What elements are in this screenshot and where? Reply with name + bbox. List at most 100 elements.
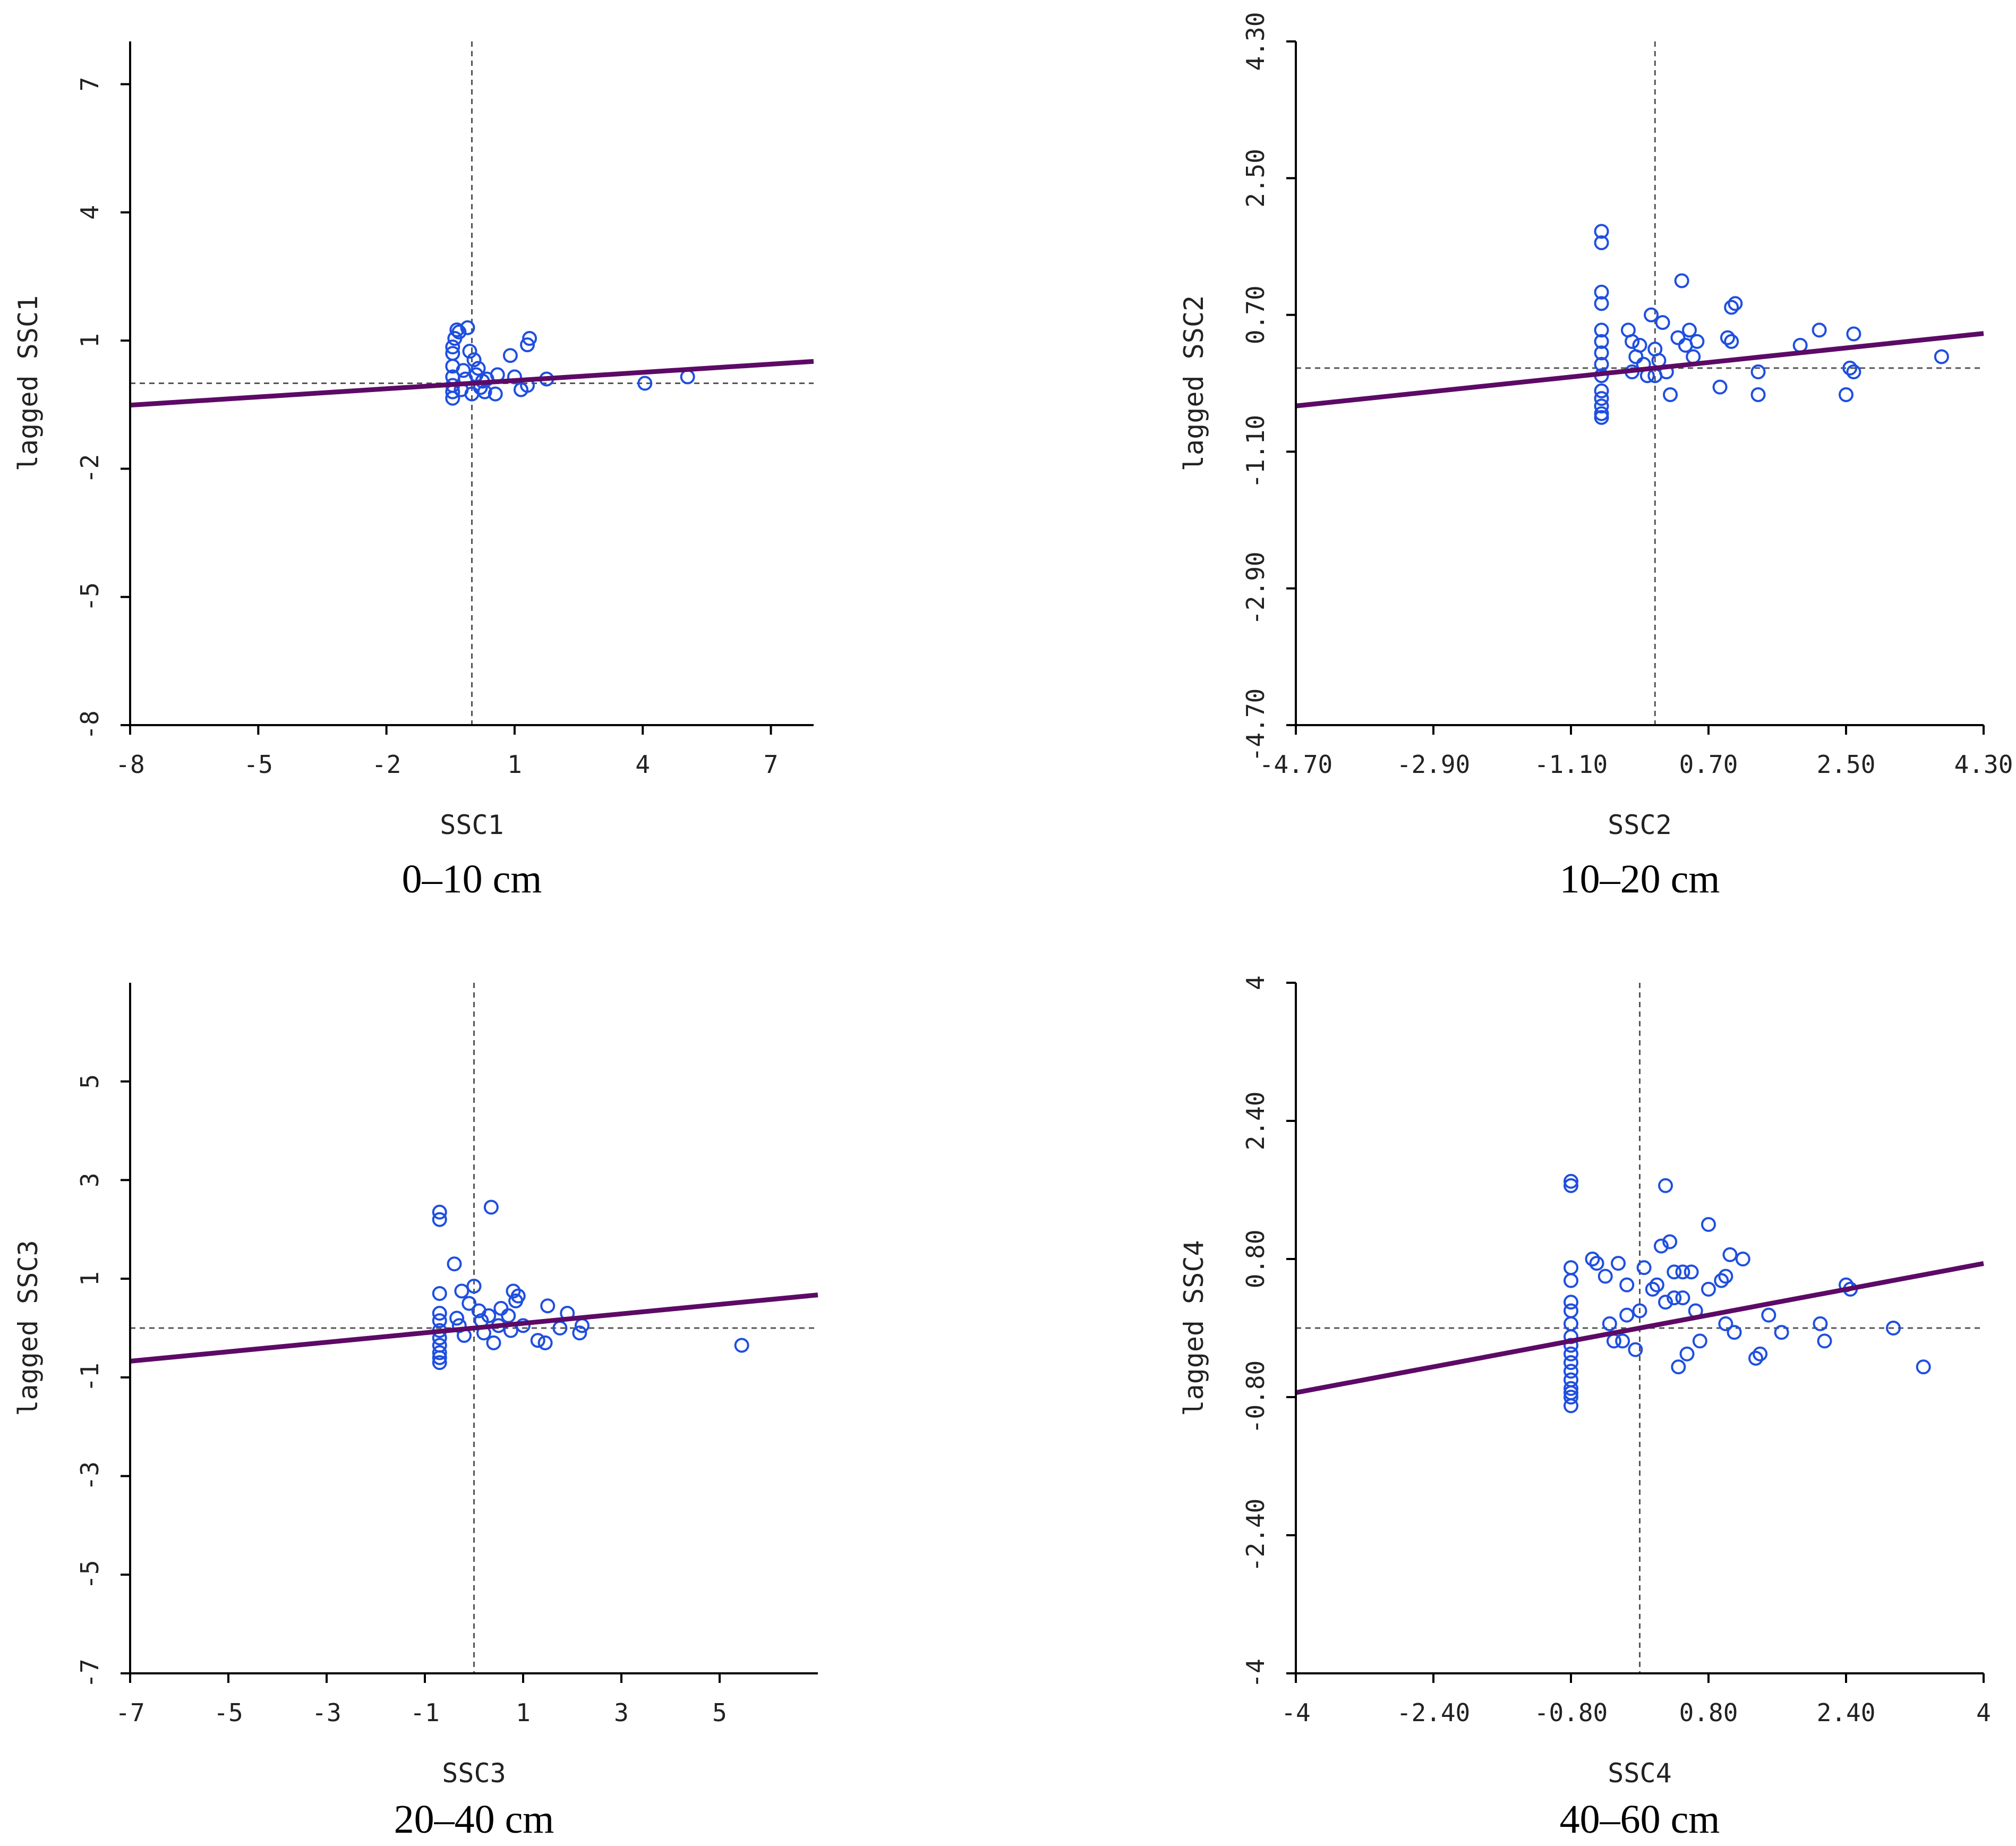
data-point bbox=[1712, 379, 1728, 395]
data-point bbox=[1692, 1333, 1707, 1349]
data-point bbox=[466, 1279, 482, 1294]
y-axis-title: lagged SSC2 bbox=[1178, 295, 1209, 471]
data-point bbox=[1727, 1325, 1742, 1340]
data-point bbox=[1701, 1281, 1716, 1297]
chart-panel-panel-10-20: -4.70 -2.90 -1.10 0.70 2.50 4.30 -4.70 -2.90 -1.… bbox=[1178, 12, 2013, 901]
data-point bbox=[1792, 338, 1808, 353]
y-tick-label: -5 bbox=[75, 1560, 104, 1589]
data-point bbox=[1564, 1316, 1578, 1331]
data-point bbox=[1644, 307, 1659, 322]
x-tick-label: 1 bbox=[516, 1698, 531, 1727]
data-point bbox=[1594, 224, 1609, 239]
data-point bbox=[1649, 1277, 1664, 1292]
data-point bbox=[1564, 1295, 1578, 1310]
data-point bbox=[1662, 1234, 1678, 1249]
data-point bbox=[1675, 1290, 1690, 1306]
x-tick-label: 3 bbox=[614, 1698, 629, 1727]
data-point bbox=[1670, 330, 1686, 345]
data-point bbox=[1674, 273, 1689, 288]
x-tick-label: 2.40 bbox=[1817, 1698, 1876, 1727]
x-tick-label: -4.70 bbox=[1259, 750, 1332, 779]
data-point bbox=[445, 390, 460, 406]
data-point bbox=[637, 376, 653, 391]
data-point bbox=[1628, 1342, 1643, 1357]
data-point bbox=[1615, 1333, 1630, 1349]
data-point bbox=[1714, 1273, 1729, 1288]
data-point bbox=[486, 1335, 501, 1350]
data-point bbox=[1564, 1173, 1578, 1189]
data-point bbox=[1846, 364, 1861, 380]
x-tick-label: -4 bbox=[1281, 1698, 1310, 1727]
data-point bbox=[1753, 1346, 1768, 1362]
data-point bbox=[1684, 1264, 1699, 1280]
data-point bbox=[1594, 296, 1609, 311]
data-point bbox=[1675, 1264, 1690, 1280]
data-point bbox=[1748, 1350, 1764, 1366]
x-tick-label: 0.70 bbox=[1679, 750, 1738, 779]
data-point bbox=[1594, 235, 1609, 250]
y-tick-label: 1 bbox=[75, 1271, 104, 1286]
data-point bbox=[445, 339, 460, 355]
data-point bbox=[1594, 322, 1609, 338]
data-point bbox=[449, 1311, 465, 1326]
data-point bbox=[1594, 334, 1609, 349]
y-tick-label: -4.70 bbox=[1241, 688, 1270, 762]
y-tick-label: -5 bbox=[75, 582, 104, 611]
data-point bbox=[1663, 387, 1678, 402]
data-point bbox=[462, 344, 477, 359]
data-point bbox=[1564, 1381, 1578, 1396]
y-tick-label: -2.40 bbox=[1241, 1499, 1270, 1572]
data-point bbox=[1594, 345, 1609, 361]
data-point bbox=[432, 1345, 447, 1360]
x-tick-label: 4 bbox=[635, 750, 650, 779]
data-point bbox=[1594, 356, 1609, 372]
data-point bbox=[572, 1325, 587, 1341]
data-point bbox=[1645, 1281, 1660, 1297]
y-axis-title: lagged SSC3 bbox=[13, 1240, 44, 1416]
data-point bbox=[1585, 1252, 1600, 1266]
y-tick-label: -1.10 bbox=[1241, 415, 1270, 488]
data-point bbox=[432, 1306, 447, 1321]
y-tick-label: -0.80 bbox=[1241, 1360, 1270, 1434]
y-tick-label: 0.80 bbox=[1241, 1230, 1270, 1289]
y-axis-title: lagged SSC1 bbox=[13, 295, 44, 471]
data-point bbox=[575, 1318, 590, 1333]
y-tick-label: 2.50 bbox=[1241, 149, 1270, 208]
data-point bbox=[1619, 1277, 1635, 1292]
data-point bbox=[1728, 296, 1743, 311]
data-point bbox=[454, 1283, 469, 1299]
data-point bbox=[1679, 1346, 1695, 1362]
data-point bbox=[432, 1350, 447, 1365]
y-tick-label: 4 bbox=[1241, 975, 1270, 990]
data-point bbox=[1720, 330, 1735, 345]
data-point bbox=[1667, 1290, 1682, 1306]
data-point bbox=[432, 1313, 447, 1329]
chart-panel-panel-40-60: -4 -2.40 -0.80 0.80 2.40 4 -4 -2.40 -0.80 0.80 2.4… bbox=[1178, 975, 1991, 1842]
data-point bbox=[1602, 1316, 1617, 1331]
data-point bbox=[1564, 1398, 1578, 1414]
data-point bbox=[507, 369, 522, 385]
y-tick-label: -1 bbox=[75, 1363, 104, 1392]
data-point bbox=[432, 1286, 447, 1301]
y-axis-title: lagged SSC4 bbox=[1178, 1240, 1209, 1416]
data-point bbox=[1701, 1217, 1716, 1232]
data-point bbox=[540, 1298, 556, 1314]
data-point bbox=[1632, 338, 1647, 353]
data-point bbox=[530, 1333, 545, 1348]
data-point bbox=[1619, 1307, 1635, 1323]
y-tick-label: -7 bbox=[75, 1658, 104, 1688]
data-point bbox=[680, 369, 695, 385]
x-axis-title: SSC3 bbox=[442, 1758, 506, 1789]
x-axis-title: SSC1 bbox=[440, 810, 503, 840]
data-point bbox=[1812, 322, 1827, 338]
data-point bbox=[1564, 1178, 1578, 1193]
data-point bbox=[1842, 360, 1858, 376]
x-tick-label: 2.50 bbox=[1817, 750, 1876, 779]
y-tick-label: -4 bbox=[1241, 1658, 1270, 1688]
data-point bbox=[1564, 1385, 1578, 1400]
y-tick-label: 2.40 bbox=[1241, 1092, 1270, 1151]
data-point bbox=[1916, 1359, 1931, 1375]
data-point bbox=[1564, 1390, 1578, 1405]
data-point bbox=[445, 346, 460, 361]
